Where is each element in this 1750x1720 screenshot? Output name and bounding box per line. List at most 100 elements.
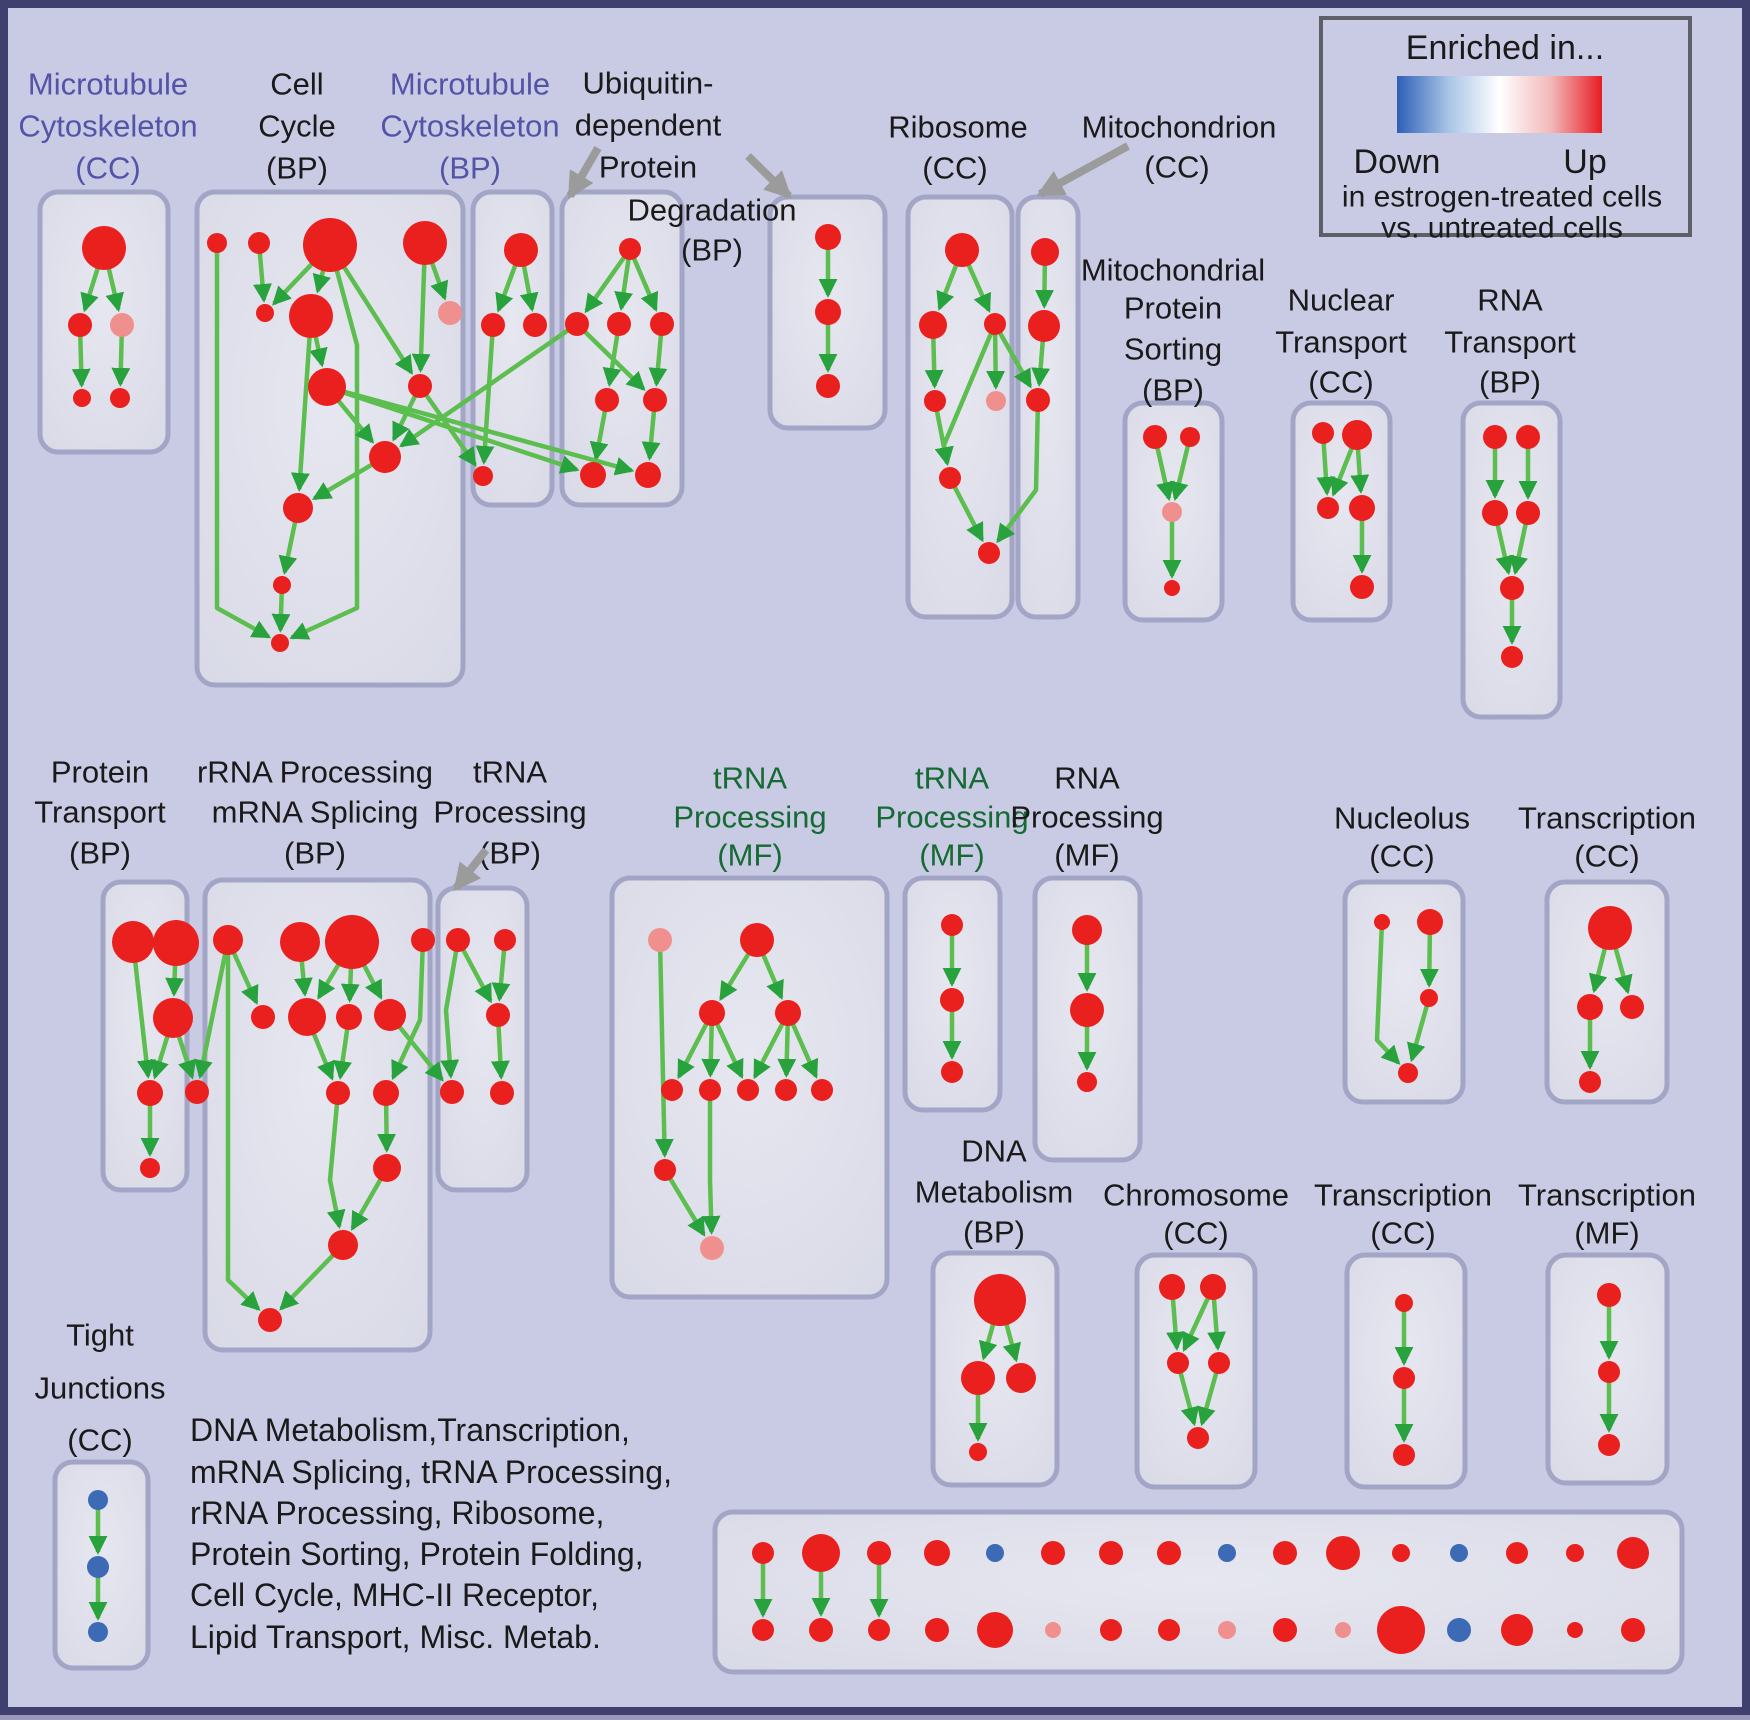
cluster-label-line: Chromosome xyxy=(1103,1178,1289,1213)
cluster-label-line: (CC) xyxy=(67,1423,132,1458)
go-node-P6 xyxy=(140,1158,160,1178)
go-node-a1 xyxy=(82,226,126,270)
nodes-mitochondrion xyxy=(1026,238,1060,412)
nodes-chromosome xyxy=(1159,1274,1230,1449)
cluster-label-line: Processing xyxy=(433,795,586,830)
go-node-bt6 xyxy=(1041,1541,1065,1565)
annotation-line: DNA Metabolism,Transcription, xyxy=(190,1412,630,1448)
go-node-ub xyxy=(815,299,841,325)
cluster-label-transcription-cc-mid: Transcription(CC) xyxy=(1518,801,1696,874)
cluster-label-line: Nucleolus xyxy=(1334,801,1470,836)
go-node-q1 xyxy=(1072,915,1102,945)
go-node-n3 xyxy=(1317,497,1339,519)
cluster-label-rna-transport: RNA Transport (BP) xyxy=(1444,283,1576,400)
cluster-label-line: Sorting xyxy=(1124,332,1222,367)
go-node-m11 xyxy=(700,1236,724,1260)
cluster-label-line: (BP) xyxy=(479,836,541,871)
edge-mp2-mp3 xyxy=(1169,436,1193,502)
go-node-v2 xyxy=(1577,994,1603,1020)
cluster-mt-bp xyxy=(470,189,555,508)
go-node-a4 xyxy=(73,389,91,407)
go-node-rB3 xyxy=(258,1308,282,1332)
go-node-q2 xyxy=(1070,993,1104,1027)
go-node-t4 xyxy=(440,1080,464,1104)
go-node-mp3 xyxy=(1162,502,1182,522)
go-node-m9 xyxy=(811,1079,833,1101)
cluster-label-line: tRNA xyxy=(713,761,787,796)
cluster-label-line: mRNA Splicing xyxy=(212,795,419,830)
nodes-protein-transport xyxy=(112,920,209,1178)
cluster-nucleolus xyxy=(1342,879,1466,1105)
go-node-R5 xyxy=(986,391,1006,411)
go-node-m5 xyxy=(661,1079,683,1101)
annotation-line: Lipid Transport, Misc. Metab. xyxy=(190,1619,601,1655)
layer-boxes xyxy=(37,189,1685,1675)
cluster-label-line: Transport xyxy=(1444,325,1576,360)
cluster-label-line: (CC) xyxy=(1574,839,1639,874)
edge-R3-Mi3 xyxy=(993,322,1033,389)
go-node-bb8 xyxy=(1158,1619,1180,1641)
edges-cross-cluster xyxy=(194,322,1041,1082)
cluster-label-line: Cycle xyxy=(258,109,336,144)
cluster-label-line: Protein xyxy=(51,755,149,790)
nodes-nuclear-transport xyxy=(1312,420,1375,599)
cluster-label-rna-processing-mf: RNA Processing(MF) xyxy=(1010,761,1163,873)
cluster-label-tight-junctions: Tight Junctions (CC) xyxy=(35,1318,166,1458)
edge-e1-e4 xyxy=(1374,921,1401,1065)
go-node-bt8 xyxy=(1157,1541,1181,1565)
go-node-x2 xyxy=(1598,1361,1620,1383)
cluster-label-nucleolus: Nucleolus(CC) xyxy=(1334,801,1470,874)
go-node-ul2 xyxy=(643,388,667,412)
go-node-Mi2 xyxy=(1028,310,1060,342)
cluster-label-cell-cycle: Cell Cycle (BP) xyxy=(258,67,336,186)
edge-c6-c11 xyxy=(290,315,314,492)
go-node-w1 xyxy=(1395,1294,1413,1312)
go-node-mp1 xyxy=(1143,425,1167,449)
go-node-h5 xyxy=(1187,1427,1209,1449)
go-node-bb13 xyxy=(1447,1618,1471,1642)
go-node-rr6 xyxy=(288,998,326,1036)
nodes-rrna-mrna xyxy=(213,915,435,1332)
go-node-r5 xyxy=(1500,576,1524,600)
go-node-u2 xyxy=(607,312,631,336)
cluster-label-line: Tight xyxy=(66,1318,134,1353)
go-node-c6 xyxy=(289,294,333,338)
nodes-misc-collection xyxy=(752,1534,1649,1654)
edge-t1-t4 xyxy=(440,939,461,1079)
go-node-u1 xyxy=(565,312,589,336)
cluster-label-line: tRNA xyxy=(915,761,989,796)
nodes-nucleolus xyxy=(1374,909,1443,1083)
go-node-bb14 xyxy=(1501,1614,1533,1646)
go-node-c9 xyxy=(408,374,432,398)
cluster-label-transcription-cc-bottom: Transcription(CC) xyxy=(1314,1178,1492,1251)
nodes-transcription-mf xyxy=(1597,1283,1621,1456)
go-node-m10 xyxy=(654,1159,676,1181)
cluster-label-line: Microtubule xyxy=(28,67,188,102)
go-node-bb4 xyxy=(925,1618,949,1642)
go-node-r4 xyxy=(1516,501,1540,525)
go-node-bt4 xyxy=(924,1540,950,1566)
go-node-mp4 xyxy=(1164,580,1180,596)
go-node-bb11 xyxy=(1335,1622,1351,1638)
edge-rr1-rB3 xyxy=(225,940,261,1311)
go-node-P1 xyxy=(112,921,154,963)
cluster-label-line: (BP) xyxy=(266,151,328,186)
go-node-c4 xyxy=(403,221,447,265)
edge-m1-m10 xyxy=(654,939,674,1158)
go-node-j3 xyxy=(88,1622,108,1642)
go-node-rr9 xyxy=(326,1081,350,1105)
cluster-label-line: (BP) xyxy=(1479,365,1541,400)
cluster-label-line: (MF) xyxy=(717,838,782,873)
cluster-label-line: Processing xyxy=(1010,800,1163,835)
cluster-label-line: Processing xyxy=(673,800,826,835)
cluster-label-line: Protein xyxy=(1124,291,1222,326)
go-node-R3 xyxy=(984,313,1006,335)
go-node-bb9 xyxy=(1218,1621,1236,1639)
edge-u0-u1 xyxy=(584,247,632,314)
legend-title: Enriched in... xyxy=(1406,29,1604,67)
cluster-label-line: Mitochondrial xyxy=(1081,253,1265,288)
go-node-P2 xyxy=(153,920,199,966)
go-node-e2 xyxy=(1417,909,1443,935)
